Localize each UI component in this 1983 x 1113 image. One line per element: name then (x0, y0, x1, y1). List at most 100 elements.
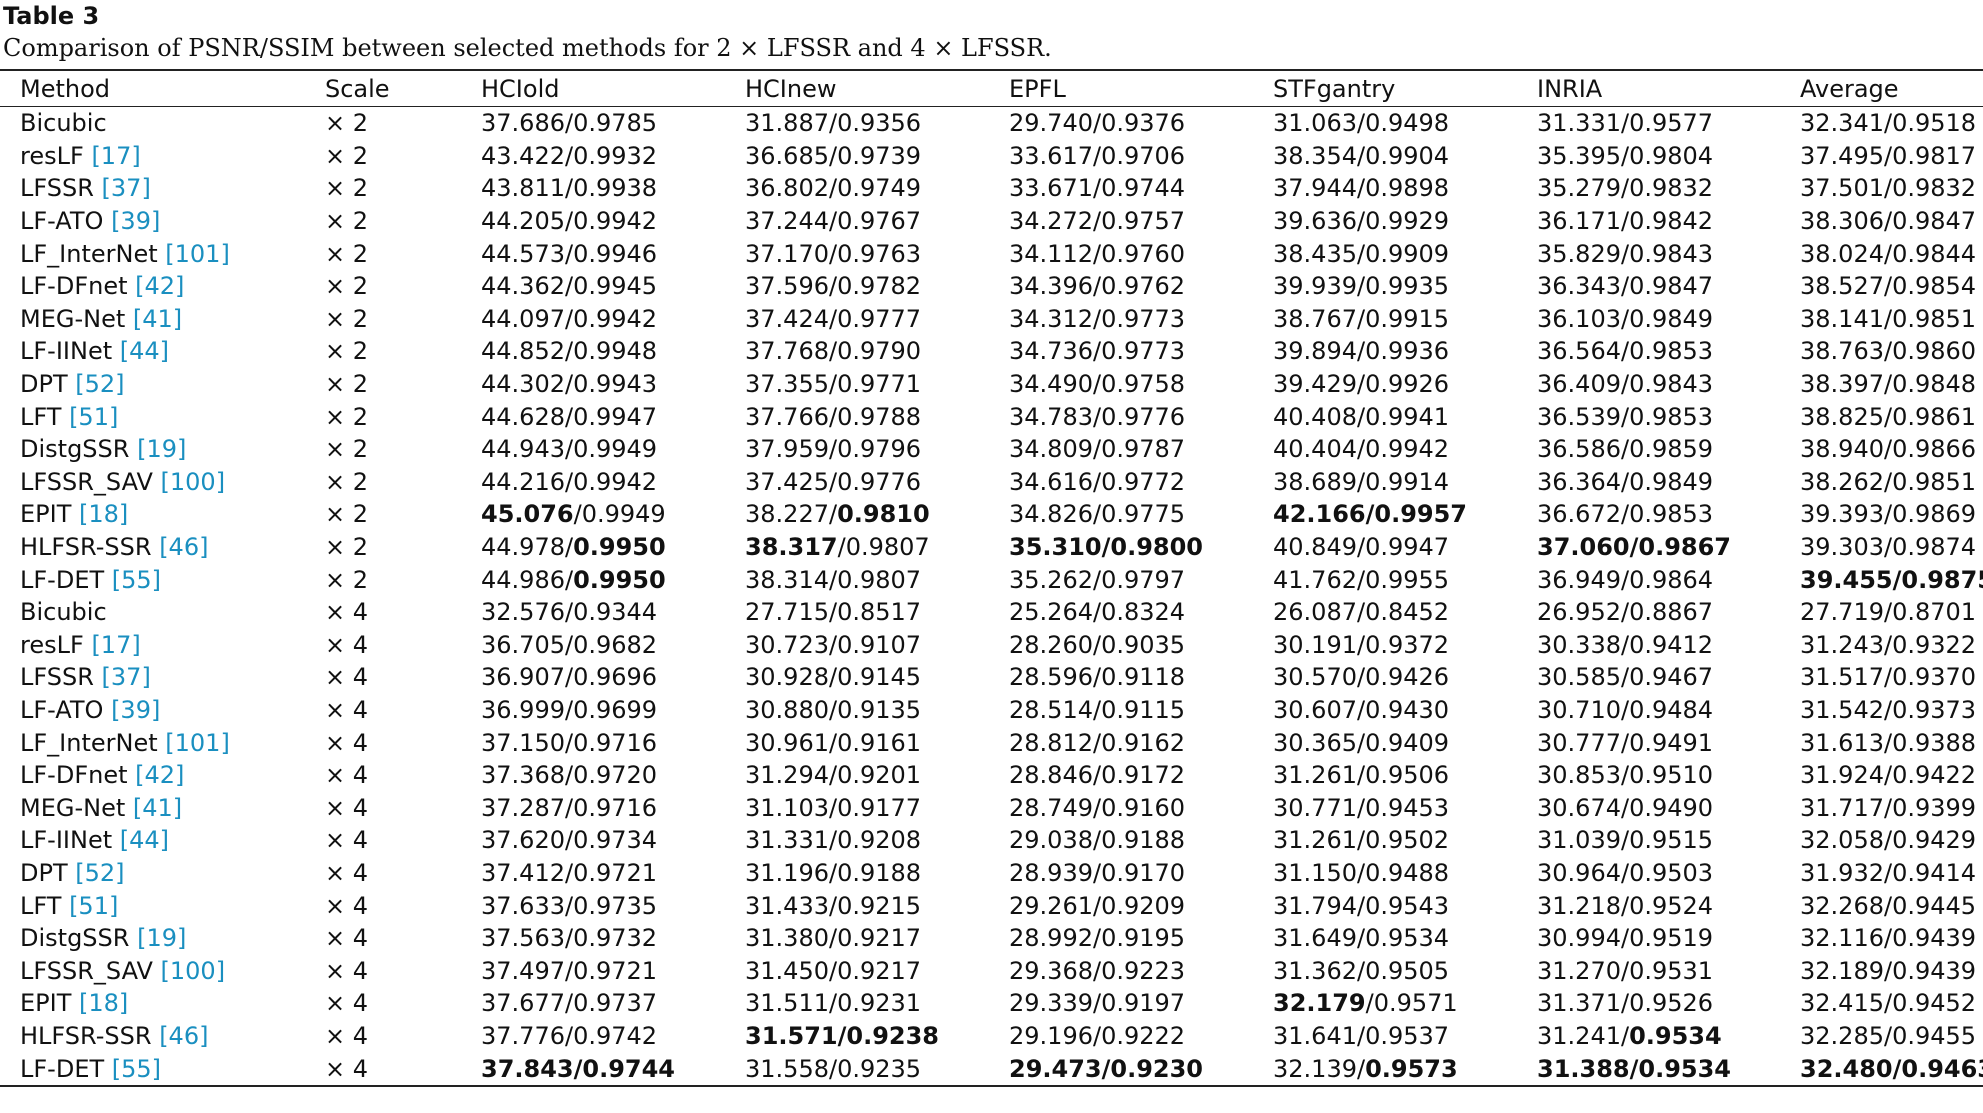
metric-cell: 37.150/0.9716 (481, 728, 658, 757)
method-name: LF_InterNet (20, 239, 158, 268)
metric-cell: 37.424/0.9777 (745, 304, 922, 333)
metric-cell: 26.952/0.8867 (1537, 598, 1714, 627)
metric-cell: 31.517/0.9370 (1800, 663, 1977, 692)
method-name: MEG-Net (20, 793, 126, 822)
reference-link: [51] (69, 402, 119, 431)
table-row: LF-ATO [39] × 2 44.205/0.9942 37.244/0.9767… (0, 205, 1983, 238)
method-name: LF-ATO (20, 207, 104, 236)
metric-cell: 27.715/0.8517 (745, 598, 922, 627)
method-name: MEG-Net (20, 304, 126, 333)
method-cell: LF-DFnet [42] (0, 759, 325, 792)
results-table: Method Scale HCIold HCInew EPFL STFgantry INRI… (0, 69, 1983, 1087)
metric-cell: 37.633/0.9735 (481, 891, 658, 920)
scale-cell: × 2 (325, 109, 369, 138)
method-name: Bicubic (20, 598, 107, 627)
metric-cell: 31.039/0.9515 (1537, 826, 1714, 855)
metric-cell: 31.270/0.9531 (1537, 956, 1714, 985)
method-name: HLFSR-SSR (20, 1021, 152, 1050)
metric-cell: 31.261/0.9502 (1273, 826, 1450, 855)
scale-cell: × 2 (325, 304, 369, 333)
metric-cell: 29.740/0.9376 (1009, 109, 1186, 138)
metric-cell: 33.617/0.9706 (1009, 141, 1186, 170)
metric-cell: 29.196/0.9222 (1009, 1021, 1186, 1050)
metric-cell: 34.616/0.9772 (1009, 467, 1186, 496)
metric-cell: 30.338/0.9412 (1537, 630, 1714, 659)
metric-cell: 36.802/0.9749 (745, 174, 922, 203)
metric-cell: 37.355/0.9771 (745, 370, 922, 399)
method-name: LFT (20, 402, 62, 431)
metric-cell: 44.943/0.9949 (481, 435, 658, 464)
method-cell: Bicubic (0, 596, 325, 629)
metric-cell: 34.272/0.9757 (1009, 207, 1186, 236)
metric-cell: 28.992/0.9195 (1009, 924, 1186, 953)
metric-cell: 37.843/0.9744 (481, 1054, 675, 1083)
metric-cell: 38.397/0.9848 (1800, 370, 1977, 399)
metric-cell: 38.262/0.9851 (1800, 467, 1977, 496)
scale-cell: × 4 (325, 630, 369, 659)
metric-cell: 37.944/0.9898 (1273, 174, 1450, 203)
metric-cell: 31.887/0.9356 (745, 109, 922, 138)
scale-cell: × 2 (325, 370, 369, 399)
metric-cell: 36.409/0.9843 (1537, 370, 1714, 399)
method-cell: DistgSSR [19] (0, 433, 325, 466)
method-cell: HLFSR-SSR [46] (0, 1020, 325, 1053)
metric-cell: 31.063/0.9498 (1273, 109, 1450, 138)
metric-cell: 30.191/0.9372 (1273, 630, 1450, 659)
table-row: LF-IINet [44] × 2 44.852/0.9948 37.768/0.97… (0, 335, 1983, 368)
table-row: HLFSR-SSR [46] × 2 44.978/0.9950 38.317/0.9… (0, 531, 1983, 564)
method-cell: LF-DET [55] (0, 563, 325, 596)
metric-cell: 37.768/0.9790 (745, 337, 922, 366)
table-row: LFT [51] × 2 44.628/0.9947 37.766/0.9788 34.… (0, 400, 1983, 433)
metric-cell: 41.762/0.9955 (1273, 565, 1450, 594)
metric-cell: 31.794/0.9543 (1273, 891, 1450, 920)
table-row: LFSSR_SAV [100] × 2 44.216/0.9942 37.425/0.… (0, 466, 1983, 499)
metric-cell: 30.607/0.9430 (1273, 695, 1450, 724)
column-header: EPFL (1009, 74, 1066, 103)
reference-link: [17] (91, 630, 141, 659)
metric-cell: 30.994/0.9519 (1537, 924, 1714, 953)
table-row: Bicubic × 2 37.686/0.9785 31.887/0.9356 29.7… (0, 107, 1983, 140)
scale-cell: × 4 (325, 924, 369, 953)
metric-cell: 44.628/0.9947 (481, 402, 658, 431)
table-row: EPIT [18] × 4 37.677/0.9737 31.511/0.9231 29… (0, 987, 1983, 1020)
metric-cell: 26.087/0.8452 (1273, 598, 1450, 627)
metric-cell: 30.880/0.9135 (745, 695, 922, 724)
column-header: Scale (325, 74, 390, 103)
metric-cell: 43.422/0.9932 (481, 141, 658, 170)
scale-cell: × 2 (325, 435, 369, 464)
reference-link: [100] (160, 956, 226, 985)
method-cell: Bicubic (0, 107, 325, 140)
metric-cell: 31.362/0.9505 (1273, 956, 1450, 985)
method-cell: LF_InterNet [101] (0, 237, 325, 270)
method-cell: EPIT [18] (0, 498, 325, 531)
metric-cell: 30.710/0.9484 (1537, 695, 1714, 724)
metric-cell: 31.261/0.9506 (1273, 761, 1450, 790)
table-row: MEG-Net [41] × 2 44.097/0.9942 37.424/0.977… (0, 303, 1983, 336)
metric-cell: 31.717/0.9399 (1800, 793, 1977, 822)
method-cell: EPIT [18] (0, 987, 325, 1020)
scale-cell: × 4 (325, 695, 369, 724)
scale-cell: × 4 (325, 1021, 369, 1050)
table-row: LF_InterNet [101] × 4 37.150/0.9716 30.961/… (0, 726, 1983, 759)
metric-cell: 36.171/0.9842 (1537, 207, 1714, 236)
metric-cell: 31.542/0.9373 (1800, 695, 1977, 724)
reference-link: [46] (159, 1021, 209, 1050)
metric-cell: 37.677/0.9737 (481, 989, 658, 1018)
table-row: resLF [17] × 4 36.705/0.9682 30.723/0.9107 2… (0, 629, 1983, 662)
scale-cell: × 2 (325, 337, 369, 366)
method-name: LFSSR (20, 174, 94, 203)
metric-cell: 37.776/0.9742 (481, 1021, 658, 1050)
method-name: DistgSSR (20, 435, 130, 464)
table-row: LFSSR_SAV [100] × 4 37.497/0.9721 31.450/0.… (0, 954, 1983, 987)
metric-cell: 36.685/0.9739 (745, 141, 922, 170)
scale-cell: × 2 (325, 141, 369, 170)
method-cell: LF-ATO [39] (0, 694, 325, 727)
metric-cell: 30.777/0.9491 (1537, 728, 1714, 757)
method-name: LFSSR_SAV (20, 956, 153, 985)
table-row: LF-DET [55] × 2 44.986/0.9950 38.314/0.9807… (0, 563, 1983, 596)
metric-cell: 30.585/0.9467 (1537, 663, 1714, 692)
reference-link: [19] (137, 924, 187, 953)
metric-cell: 36.705/0.9682 (481, 630, 658, 659)
table-caption: Comparison of PSNR/SSIM between selected… (3, 34, 1052, 62)
reference-link: [55] (111, 565, 162, 594)
